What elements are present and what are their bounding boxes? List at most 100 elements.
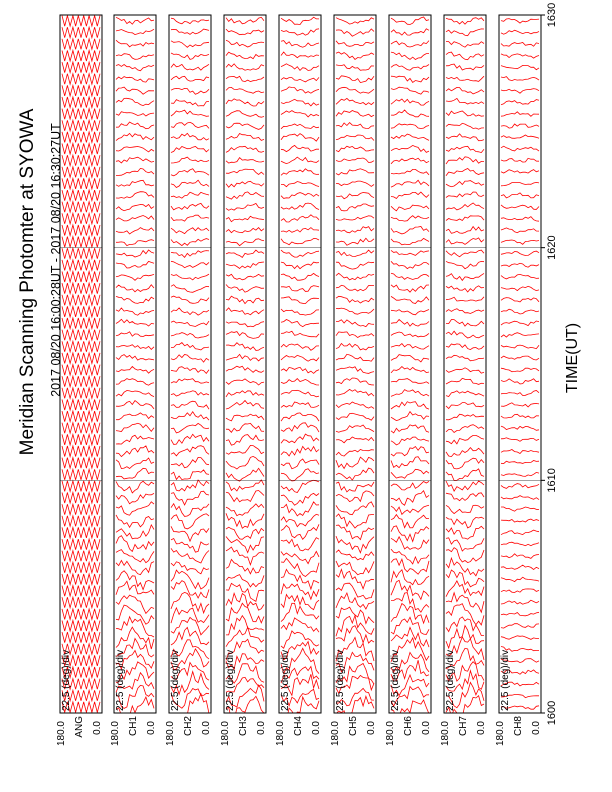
trace-line [280,63,320,72]
trace-line [445,504,485,515]
trace-line [115,274,155,281]
trace-line [115,167,155,176]
trace-line [445,569,485,588]
trace-line [225,591,265,611]
trace-line [445,367,485,374]
trace-line [280,192,320,199]
trace-line [115,559,155,576]
panel-traces [225,16,265,713]
y-tick-max: 180.0 [220,721,231,746]
trace-line [61,502,101,517]
trace-line [61,490,101,505]
trace-line [335,17,375,25]
trace-line [335,261,375,270]
trace-line [170,227,210,235]
trace-line [390,318,430,327]
trace-line [390,378,430,384]
trace-line [445,669,485,692]
trace-line [225,28,265,36]
trace-line [280,479,320,493]
trace-line [335,568,375,590]
trace-line [170,191,210,199]
trace-line [280,249,320,258]
trace-line [281,181,320,188]
trace-line [500,88,540,94]
trace-line [170,366,210,375]
panel-frame [388,14,432,714]
trace-line [280,630,320,649]
trace-line [61,525,101,540]
trace-line [170,202,210,211]
trace-line [170,109,210,117]
trace-line [170,561,210,575]
trace-line [225,676,265,693]
trace-line [170,87,210,95]
trace-line [115,649,155,671]
trace-line [61,514,101,528]
trace-line [170,648,210,671]
trace-line [115,28,155,36]
trace-line [500,250,540,256]
trace-line [61,700,101,713]
trace-line [115,146,155,153]
trace-line [500,53,540,59]
trace-line [280,422,320,433]
trace-line [225,295,265,305]
trace-line [170,591,210,615]
panel-name: CH3 [238,716,249,736]
trace-line [225,307,265,316]
trace-line [115,661,155,683]
trace-line [500,635,540,640]
trace-line [115,480,155,494]
trace-line [335,249,375,257]
trace-line [61,630,101,645]
trace-line [335,591,375,610]
trace-line [390,237,430,246]
trace-line [61,607,101,621]
trace-line [115,318,155,327]
y-tick-min: 0.0 [201,721,212,735]
trace-line [280,272,320,281]
y-tick-min: 0.0 [421,721,432,735]
trace-line [390,109,430,118]
trace-line [390,366,430,374]
trace-line [335,86,375,94]
panel-name: ANG [74,716,85,738]
trace-line [335,687,375,707]
trace-line [170,40,210,48]
trace-line [500,239,540,245]
trace-line [61,258,101,272]
trace-line [115,501,155,516]
trace-line [61,688,101,703]
trace-line [280,537,320,552]
panel-traces [61,15,101,713]
trace-line [61,235,101,249]
trace-line [335,501,375,516]
trace-line [500,658,540,664]
trace-line [280,238,320,246]
trace-line [115,671,155,693]
y-tick-max: 180.0 [495,721,506,746]
trace-line [500,541,540,547]
panel-scale-label: 22.5 (deg)/div [500,650,511,711]
trace-line [170,390,210,397]
trace-line [390,28,430,36]
trace-line [170,626,210,646]
trace-line [61,549,101,563]
trace-line [170,580,210,599]
trace-line [445,580,485,597]
y-tick-min: 0.0 [92,721,103,735]
trace-line [225,227,265,234]
trace-line [445,168,485,176]
trace-line [280,468,320,482]
trace-line [115,390,155,397]
trace-line [170,378,210,384]
trace-line [225,145,265,153]
trace-line [280,214,320,223]
trace-line [225,238,265,247]
trace-line [335,180,375,187]
trace-line [500,518,540,523]
trace-line [61,107,101,121]
trace-line [225,638,265,661]
